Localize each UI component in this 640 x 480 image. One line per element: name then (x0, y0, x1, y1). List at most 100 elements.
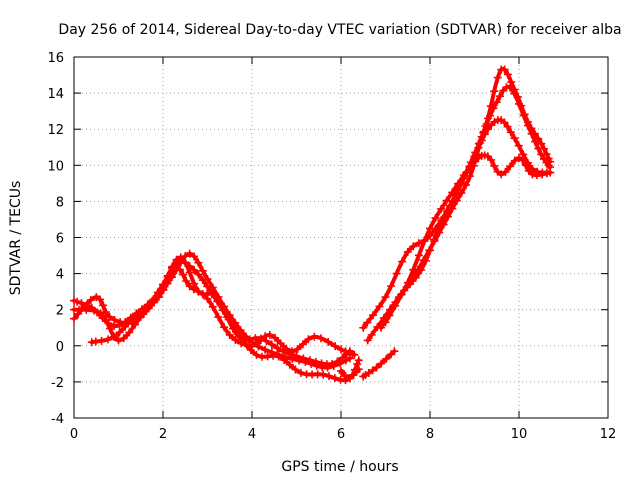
data-point (338, 353, 347, 362)
data-point (194, 287, 203, 296)
x-tick-label: 0 (70, 427, 78, 442)
data-point (524, 166, 533, 175)
data-point (285, 360, 294, 369)
y-tick-label: -4 (51, 412, 64, 427)
data-point (273, 344, 282, 353)
x-axis-label: GPS time / hours (281, 459, 398, 475)
data-point (282, 344, 291, 353)
data-point (194, 270, 203, 279)
grid (74, 57, 608, 418)
x-tick-label: 6 (337, 427, 345, 442)
data-point (214, 313, 223, 322)
data-point (212, 293, 221, 302)
data-point (506, 128, 515, 137)
data-point (517, 101, 526, 110)
data-point (97, 336, 106, 345)
data-point (265, 330, 274, 339)
data-point (190, 265, 199, 274)
data-point (252, 339, 261, 348)
data-point (110, 332, 119, 341)
data-point (363, 318, 372, 327)
data-point (208, 302, 217, 311)
data-point (372, 363, 381, 372)
data-point (194, 258, 203, 267)
data-point (495, 92, 504, 101)
data-point (493, 73, 502, 82)
data-point (448, 188, 457, 197)
data-point (198, 266, 207, 275)
data-point (207, 289, 216, 298)
data-point (256, 336, 265, 345)
data-point (245, 335, 254, 344)
data-point (390, 347, 399, 356)
data-point (377, 359, 386, 368)
data-point (363, 336, 372, 345)
data-point (442, 196, 451, 205)
data-point (500, 65, 509, 74)
data-point (125, 328, 134, 337)
data-point (381, 318, 390, 327)
data-point (116, 318, 125, 327)
data-point (154, 293, 163, 302)
data-point (486, 102, 495, 111)
data-point (198, 276, 207, 285)
data-point (203, 294, 212, 303)
data-point (168, 268, 177, 277)
data-point (510, 134, 519, 143)
data-point (185, 282, 194, 291)
data-point (385, 311, 394, 320)
data-point (417, 265, 426, 274)
data-point (149, 298, 158, 307)
data-point (367, 330, 376, 339)
data-point (348, 371, 357, 380)
data-point (126, 316, 135, 325)
data-point (252, 350, 261, 359)
data-point (137, 306, 146, 315)
data-point (281, 353, 290, 362)
data-point (375, 302, 384, 311)
data-point (426, 246, 434, 255)
data-point (217, 301, 226, 310)
data-point (103, 335, 112, 344)
data-point (471, 148, 480, 157)
series-layer (70, 65, 555, 385)
data-point (546, 157, 555, 166)
data-point (492, 98, 501, 107)
data-point (353, 360, 362, 369)
data-point (96, 295, 105, 304)
series-track-i (359, 347, 399, 381)
data-point (248, 341, 256, 350)
data-point (96, 309, 105, 318)
data-point (185, 268, 194, 277)
data-point (534, 134, 543, 143)
data-point (176, 253, 185, 262)
data-point (520, 110, 529, 119)
data-point (305, 356, 314, 365)
data-point (409, 242, 418, 251)
data-point (507, 78, 516, 87)
y-tick-label: 10 (47, 159, 64, 174)
data-point (426, 224, 434, 233)
x-tick-label: 8 (426, 427, 434, 442)
data-point (105, 324, 114, 333)
y-tick-label: -2 (51, 376, 64, 391)
y-tick-label: 16 (47, 51, 64, 66)
data-point (538, 170, 547, 179)
data-point (324, 372, 333, 381)
data-point (440, 213, 449, 222)
data-point (403, 278, 412, 287)
data-point (392, 269, 401, 278)
data-point (354, 356, 363, 365)
data-point (503, 122, 512, 131)
data-point (421, 256, 430, 265)
data-point (172, 264, 181, 273)
data-point (350, 350, 359, 359)
data-point (231, 318, 240, 327)
data-point (459, 171, 468, 180)
data-point (231, 335, 240, 344)
chart-title: Day 256 of 2014, Sidereal Day-to-day VTE… (58, 22, 621, 38)
data-point (172, 255, 181, 264)
data-point (477, 132, 486, 141)
x-tick-label: 2 (159, 427, 167, 442)
